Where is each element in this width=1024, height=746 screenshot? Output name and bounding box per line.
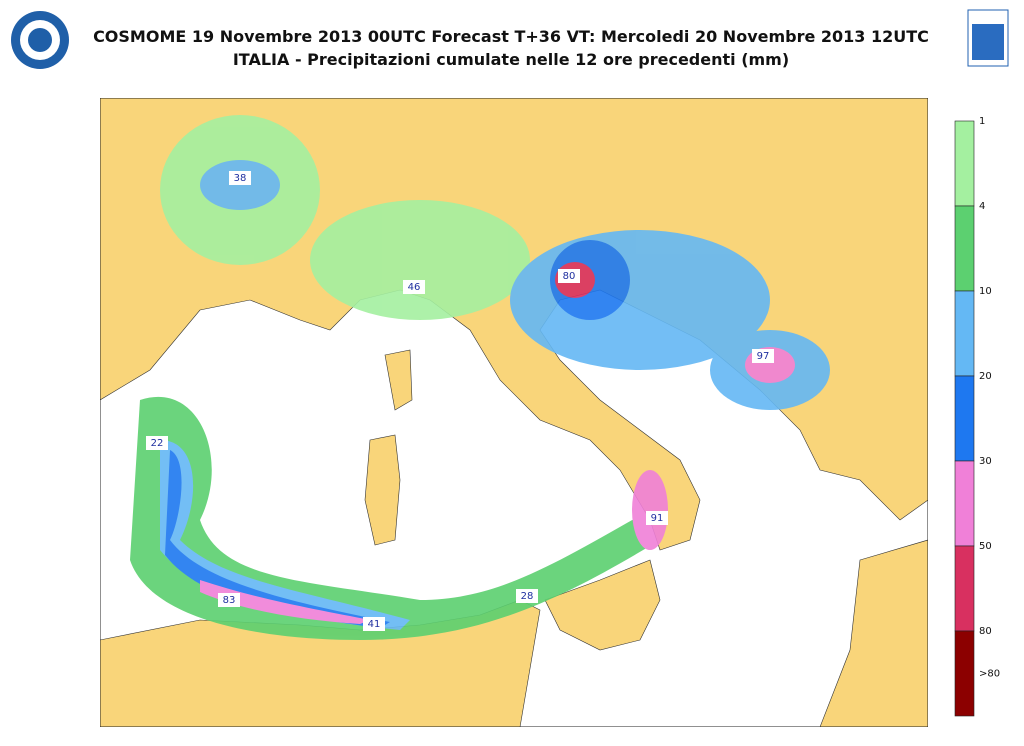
colorbar-segment — [954, 205, 975, 292]
map-label: 83 — [223, 595, 236, 606]
colorbar-label: 30 — [979, 456, 992, 467]
map-label-box — [218, 593, 240, 607]
map-label: 97 — [757, 351, 770, 362]
map-label: 22 — [151, 438, 164, 449]
colorbar-segment — [954, 630, 975, 717]
colorbar-segment — [954, 120, 975, 207]
map-label: 38 — [234, 173, 247, 184]
colorbar-label: 1 — [979, 116, 985, 127]
title: COSMOME 19 Novembre 2013 00UTC Forecast … — [93, 27, 929, 46]
colorbar-label: 80 — [979, 626, 992, 637]
map-label-box — [646, 511, 668, 525]
subtitle: ITALIA - Precipitazioni cumulate nelle 1… — [233, 50, 789, 69]
map-label: 41 — [368, 619, 381, 630]
logo-left — [11, 11, 69, 69]
map-label-box — [516, 589, 538, 603]
colorbar-label: 10 — [979, 286, 992, 297]
colorbar-label: 50 — [979, 541, 992, 552]
map-label: 80 — [563, 271, 576, 282]
colorbar-label: 4 — [979, 201, 985, 212]
colorbar-label: >80 — [979, 669, 1000, 680]
map-label-box — [229, 171, 251, 185]
map-label: 91 — [651, 513, 664, 524]
colorbar-segment — [954, 460, 975, 547]
map-label-box — [363, 617, 385, 631]
map-label-box — [752, 349, 774, 363]
colorbar-label: 20 — [979, 371, 992, 382]
map-label-box — [146, 436, 168, 450]
logo-right — [967, 9, 1009, 67]
map-label-box — [403, 280, 425, 294]
colorbar-segment — [954, 375, 975, 462]
map-label-box — [558, 269, 580, 283]
map-label: 46 — [408, 282, 421, 293]
map-labels: 38 46 80 97 22 91 83 28 41 — [146, 171, 774, 631]
map-label: 28 — [521, 591, 534, 602]
colorbar-segment — [954, 545, 975, 632]
map — [100, 98, 928, 727]
colorbar-segment — [954, 290, 975, 377]
colorbar: 1 4 10 20 30 50 80 >80 — [954, 116, 1000, 717]
